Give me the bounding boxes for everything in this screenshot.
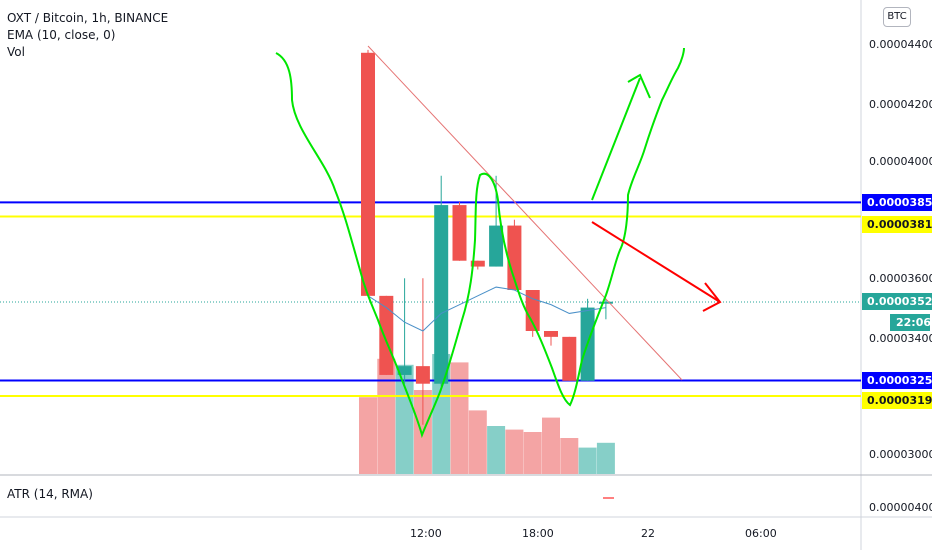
price-tag-bg-3811 bbox=[862, 216, 932, 233]
volume-bar bbox=[377, 358, 396, 474]
ema-line bbox=[367, 286, 606, 332]
candle-body bbox=[562, 336, 577, 381]
candle-body bbox=[470, 260, 485, 267]
volume-legend[interactable]: Vol bbox=[7, 45, 25, 59]
candle-body bbox=[544, 331, 558, 337]
candle bbox=[379, 295, 394, 375]
volume-bar bbox=[523, 432, 542, 474]
candle bbox=[544, 331, 558, 346]
candle-body bbox=[379, 295, 394, 375]
volume-bar bbox=[450, 362, 469, 474]
atr-legend[interactable]: ATR (14, RMA) bbox=[7, 487, 93, 501]
x-tick-label: 18:00 bbox=[522, 527, 554, 540]
volume-bar bbox=[359, 397, 377, 474]
countdown-tag: 22:06 bbox=[896, 316, 932, 329]
candle bbox=[361, 49, 375, 296]
candles bbox=[361, 49, 613, 425]
price-tag-bg-3859 bbox=[862, 194, 932, 211]
price-tag-level-2: 0.00003811 bbox=[867, 218, 932, 231]
price-tag-bg-3198 bbox=[862, 392, 932, 409]
volume-bar bbox=[578, 447, 597, 474]
symbol-title[interactable]: OXT / Bitcoin, 1h, BINANCE bbox=[7, 11, 169, 25]
green-freehand-left[interactable] bbox=[275, 47, 685, 439]
red-arrow-shaft[interactable] bbox=[591, 221, 721, 303]
last-price-tag: 0.00003520 bbox=[867, 295, 932, 308]
red-arrowhead[interactable] bbox=[702, 282, 722, 312]
horizontal-levels[interactable] bbox=[0, 201, 861, 398]
y-tick-label: 0.00004000 bbox=[869, 155, 932, 168]
candle bbox=[598, 298, 613, 320]
x-tick-label: 06:00 bbox=[745, 527, 777, 540]
candle bbox=[562, 336, 577, 381]
candle-body bbox=[452, 205, 467, 261]
y-tick-label: 0.00003000 bbox=[869, 448, 932, 461]
trendline-drawing[interactable] bbox=[367, 45, 683, 381]
volume-bar bbox=[487, 426, 506, 474]
candle bbox=[470, 260, 485, 270]
currency-button[interactable]: BTC bbox=[883, 7, 911, 27]
candle-body bbox=[598, 301, 613, 304]
volume-bar bbox=[542, 417, 560, 474]
chart-legend[interactable]: OXT / Bitcoin, 1h, BINANCE EMA (10, clos… bbox=[7, 10, 168, 61]
volume-bars bbox=[359, 354, 615, 474]
volume-bar bbox=[432, 354, 451, 474]
candle-body bbox=[434, 205, 449, 384]
price-tag-bg-3520 bbox=[862, 293, 932, 310]
candle bbox=[397, 278, 412, 384]
volume-bar bbox=[468, 410, 487, 474]
candle-body bbox=[361, 52, 375, 296]
green-arrow-shaft[interactable] bbox=[591, 77, 641, 201]
volume-bar bbox=[505, 429, 524, 474]
x-tick-label: 22 bbox=[641, 527, 655, 540]
countdown-bg bbox=[890, 314, 930, 331]
candle-body bbox=[397, 366, 412, 375]
volume-bar bbox=[395, 364, 414, 474]
candle bbox=[415, 278, 430, 425]
candle bbox=[452, 202, 467, 261]
candle bbox=[434, 175, 449, 387]
y-tick-label: 0.00004400 bbox=[869, 38, 932, 51]
y-tick-label: 0.00004200 bbox=[869, 98, 932, 111]
volume-bar bbox=[596, 442, 615, 474]
price-tag-level-1: 0.00003859 bbox=[867, 196, 932, 209]
price-tag-level-4: 0.00003198 bbox=[867, 394, 932, 407]
candle-body bbox=[507, 225, 522, 290]
atr-tick-label: 0.00000400 bbox=[869, 501, 932, 514]
volume-bar bbox=[560, 438, 579, 474]
x-tick-label: 12:00 bbox=[410, 527, 442, 540]
candle-body bbox=[415, 366, 430, 384]
y-tick-label: 0.00003600 bbox=[869, 272, 932, 285]
green-arrowhead[interactable] bbox=[627, 73, 651, 99]
ema-legend[interactable]: EMA (10, close, 0) bbox=[7, 28, 116, 42]
drawings[interactable] bbox=[275, 45, 722, 439]
price-tag-level-3: 0.00003251 bbox=[867, 374, 932, 387]
candle-body bbox=[489, 225, 504, 267]
price-tag-bg-3251 bbox=[862, 372, 932, 389]
y-tick-label: 0.00003400 bbox=[869, 332, 932, 345]
